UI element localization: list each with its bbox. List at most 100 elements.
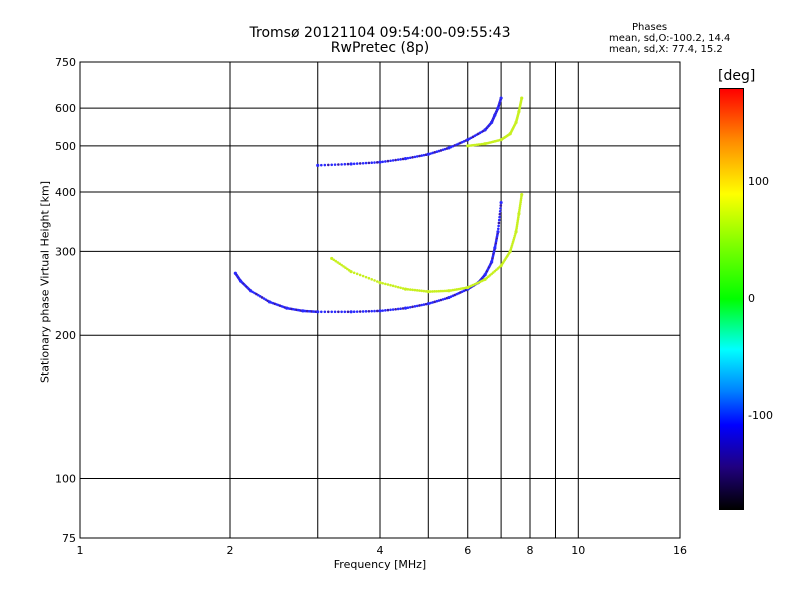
data-point-x — [358, 273, 362, 277]
data-point-o — [401, 157, 405, 161]
data-point-x — [403, 287, 408, 291]
data-point-o — [370, 309, 374, 313]
y-tick-label: 400 — [55, 186, 76, 199]
data-point-o — [258, 295, 262, 298]
data-point-o — [497, 224, 500, 228]
data-point-x — [513, 234, 517, 237]
data-point-o — [429, 301, 432, 305]
data-point-o — [340, 310, 343, 314]
data-point-o — [435, 150, 439, 154]
data-point-o — [349, 162, 353, 166]
data-point-o — [255, 292, 258, 296]
data-point-o — [437, 299, 441, 302]
data-point-x — [386, 283, 390, 286]
data-point-x — [520, 96, 524, 100]
data-point-o — [378, 309, 382, 313]
chart-subtitle: RwPretec (8p) — [330, 40, 430, 56]
data-point-x — [422, 289, 426, 293]
data-point-x — [441, 289, 445, 293]
data-point-o — [343, 162, 347, 166]
colorbar-tick-label: -100 — [748, 409, 773, 423]
data-point-o — [420, 303, 423, 307]
data-point-x — [413, 288, 417, 292]
data-point-o — [373, 161, 376, 164]
colorbar-tick-label: 0 — [748, 292, 755, 305]
data-point-o — [413, 305, 417, 308]
data-point-o — [327, 163, 330, 167]
data-point-o — [352, 162, 356, 166]
data-point-x — [411, 288, 414, 292]
data-point-x — [451, 288, 455, 292]
data-point-o — [411, 305, 414, 309]
data-point-o — [346, 310, 350, 314]
data-point-o — [358, 162, 362, 165]
data-point-o — [399, 158, 402, 161]
y-tick-label: 500 — [55, 140, 76, 153]
data-point-o — [406, 156, 410, 160]
data-point-o — [433, 151, 436, 154]
data-point-o — [330, 310, 334, 314]
data-point-o — [396, 307, 400, 311]
data-point-o — [389, 159, 392, 163]
data-point-o — [352, 310, 356, 314]
data-point-o — [441, 148, 445, 152]
data-point-o — [499, 200, 503, 205]
data-point-x — [344, 266, 347, 270]
data-point-o — [320, 310, 323, 314]
data-point-o — [361, 161, 365, 165]
data-point-o — [443, 297, 447, 301]
data-point-o — [251, 290, 254, 294]
data-point-o — [413, 155, 417, 159]
data-point-o — [439, 298, 443, 302]
data-point-o — [431, 151, 434, 155]
data-point-x — [396, 285, 400, 289]
data-point-x — [435, 289, 439, 293]
data-point-x — [518, 208, 521, 212]
data-point-o — [403, 306, 408, 310]
data-point-x — [342, 265, 345, 268]
data-point-o — [391, 159, 395, 162]
data-point-x — [336, 261, 340, 264]
data-point-o — [441, 298, 445, 301]
phases-title: Phases — [632, 22, 668, 33]
data-point-o — [381, 160, 384, 164]
data-point-o — [418, 154, 421, 158]
data-point-o — [333, 163, 337, 166]
data-point-x — [437, 289, 441, 293]
data-point-o — [346, 162, 350, 166]
data-point-o — [384, 309, 387, 312]
data-point-o — [364, 161, 368, 165]
data-point-x — [443, 289, 447, 293]
data-point-x — [394, 285, 397, 288]
data-point-o — [498, 210, 502, 213]
data-point-x — [391, 284, 395, 288]
data-point-x — [408, 288, 412, 291]
data-point-x — [519, 199, 523, 202]
data-point-o — [364, 310, 368, 313]
data-point-o — [415, 155, 419, 158]
data-point-o — [343, 310, 347, 314]
data-point-x — [389, 283, 392, 287]
y-tick-label: 750 — [55, 56, 76, 69]
data-point-o — [418, 304, 421, 307]
data-point-o — [257, 293, 260, 297]
phases-x-stats: mean, sd,X: 77.4, 15.2 — [609, 44, 723, 55]
data-point-o — [422, 303, 426, 306]
data-point-x — [511, 240, 515, 243]
data-point-o — [333, 310, 337, 314]
data-point-x — [355, 272, 359, 276]
data-point-o — [316, 163, 320, 167]
data-point-x — [340, 263, 343, 267]
data-point-x — [364, 275, 368, 279]
data-point-x — [520, 192, 524, 197]
data-point-o — [399, 307, 402, 310]
data-point-o — [422, 153, 426, 157]
y-tick-label: 75 — [62, 532, 76, 545]
y-tick-label: 300 — [55, 245, 76, 258]
data-point-o — [431, 301, 434, 304]
data-point-x — [384, 282, 387, 286]
data-point-x — [338, 262, 341, 266]
data-point-o — [401, 307, 405, 310]
x-tick-label: 1 — [77, 544, 84, 557]
data-point-o — [429, 152, 432, 155]
